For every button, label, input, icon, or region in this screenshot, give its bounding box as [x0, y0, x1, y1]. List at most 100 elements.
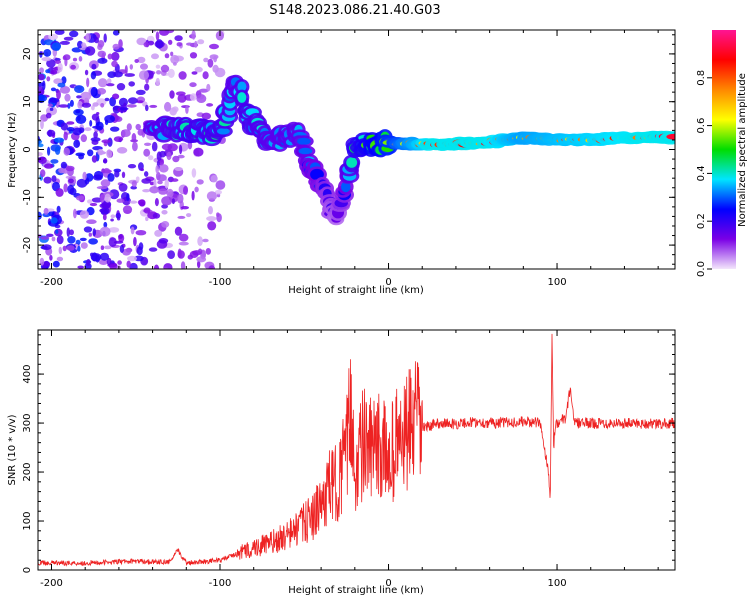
x-tick-label: 100 [547, 277, 566, 288]
noise-speckle [46, 129, 56, 137]
noise-speckle [104, 115, 115, 123]
noise-speckle [107, 173, 115, 182]
noise-speckle [91, 155, 98, 163]
noise-speckle [102, 213, 107, 221]
noise-speckle [67, 184, 75, 195]
noise-speckle [124, 73, 135, 77]
noise-speckle [128, 81, 135, 87]
noise-speckle [46, 233, 54, 237]
noise-speckle [174, 35, 183, 42]
noise-speckle [39, 67, 44, 74]
noise-speckle [100, 179, 111, 188]
noise-speckle [170, 51, 174, 57]
noise-speckle [154, 229, 163, 237]
noise-speckle [160, 64, 170, 73]
noise-speckle [176, 193, 184, 204]
noise-speckle [101, 169, 112, 174]
noise-speckle [39, 257, 45, 266]
noise-speckle [97, 57, 108, 64]
noise-speckle [40, 119, 44, 130]
noise-speckle [81, 42, 87, 48]
noise-speckle [52, 260, 60, 268]
noise-speckle [51, 175, 57, 183]
noise-speckle [111, 60, 118, 68]
noise-speckle [208, 265, 216, 269]
snr-y-ticks: 0 100 200 300 400 [22, 334, 675, 573]
colorbar: 0.0 0.2 0.4 0.6 0.8 Normalized spectral ampl… [696, 30, 748, 277]
noise-speckle [60, 122, 68, 131]
colorbar-tick-label: 0.0 [696, 261, 707, 277]
noise-speckle [58, 104, 69, 108]
noise-speckle [54, 137, 65, 143]
noise-speckle [207, 58, 214, 68]
noise-speckle [194, 186, 199, 193]
noise-speckle [49, 107, 54, 111]
signal-core [217, 128, 230, 135]
noise-speckle [79, 210, 90, 219]
x-tick-label: 0 [385, 277, 391, 288]
noise-speckle [59, 86, 71, 94]
noise-speckle [66, 121, 75, 125]
noise-speckle [50, 217, 58, 224]
noise-speckle [57, 82, 66, 88]
noise-speckle [48, 33, 58, 41]
noise-speckle [180, 261, 186, 269]
noise-speckle [106, 257, 112, 266]
x-tick-label: 0 [385, 578, 391, 589]
noise-speckle [173, 62, 177, 66]
signal-core [666, 133, 675, 140]
noise-speckle [153, 178, 157, 189]
noise-speckle [104, 193, 111, 203]
noise-speckle [80, 91, 92, 101]
noise-speckle [56, 205, 61, 213]
noise-speckle [127, 97, 138, 104]
noise-speckle [153, 264, 160, 269]
noise-speckle [177, 248, 182, 259]
noise-speckle [127, 164, 137, 169]
noise-speckle [118, 234, 123, 239]
noise-speckle [45, 69, 51, 74]
noise-speckle [145, 216, 149, 222]
noise-speckle [45, 112, 52, 119]
y-tick-label: 400 [22, 365, 33, 384]
noise-speckle [39, 51, 43, 58]
noise-speckle [176, 42, 183, 47]
noise-speckle [149, 186, 160, 194]
y-tick-label: 300 [22, 414, 33, 433]
noise-speckle [124, 65, 128, 75]
noise-speckle [99, 252, 110, 261]
noise-speckle [187, 254, 193, 260]
noise-speckle [101, 201, 111, 209]
noise-speckle [92, 102, 99, 107]
noise-speckle [167, 250, 176, 259]
noise-speckle [63, 131, 68, 141]
noise-speckle [78, 153, 84, 160]
noise-speckle [88, 238, 98, 245]
noise-speckle [180, 206, 189, 210]
noise-speckle [161, 196, 173, 206]
snr-x-ticks: -200 -100 0 100 [40, 330, 659, 589]
noise-speckle [69, 229, 74, 236]
noise-speckle [100, 103, 105, 108]
noise-speckle [129, 200, 138, 204]
noise-speckle [75, 239, 81, 245]
noise-speckle [110, 126, 120, 132]
y-tick-label: -10 [22, 189, 33, 205]
noise-speckle [183, 185, 188, 195]
noise-speckle [191, 30, 196, 40]
colorbar-tick-label: 0.2 [696, 213, 707, 229]
noise-speckle [117, 260, 122, 265]
noise-speckle [132, 141, 138, 152]
noise-speckle [136, 100, 144, 104]
noise-speckle [84, 127, 92, 132]
noise-speckle [129, 64, 133, 70]
noise-speckle [133, 236, 137, 247]
noise-speckle [216, 213, 222, 223]
noise-speckle [94, 37, 99, 44]
noise-speckle [96, 98, 107, 106]
noise-speckle [213, 55, 218, 63]
noise-speckle [134, 59, 139, 63]
colorbar-label: Normalized spectral amplitude [737, 73, 748, 227]
noise-speckle [111, 51, 120, 61]
noise-speckle [41, 265, 47, 269]
